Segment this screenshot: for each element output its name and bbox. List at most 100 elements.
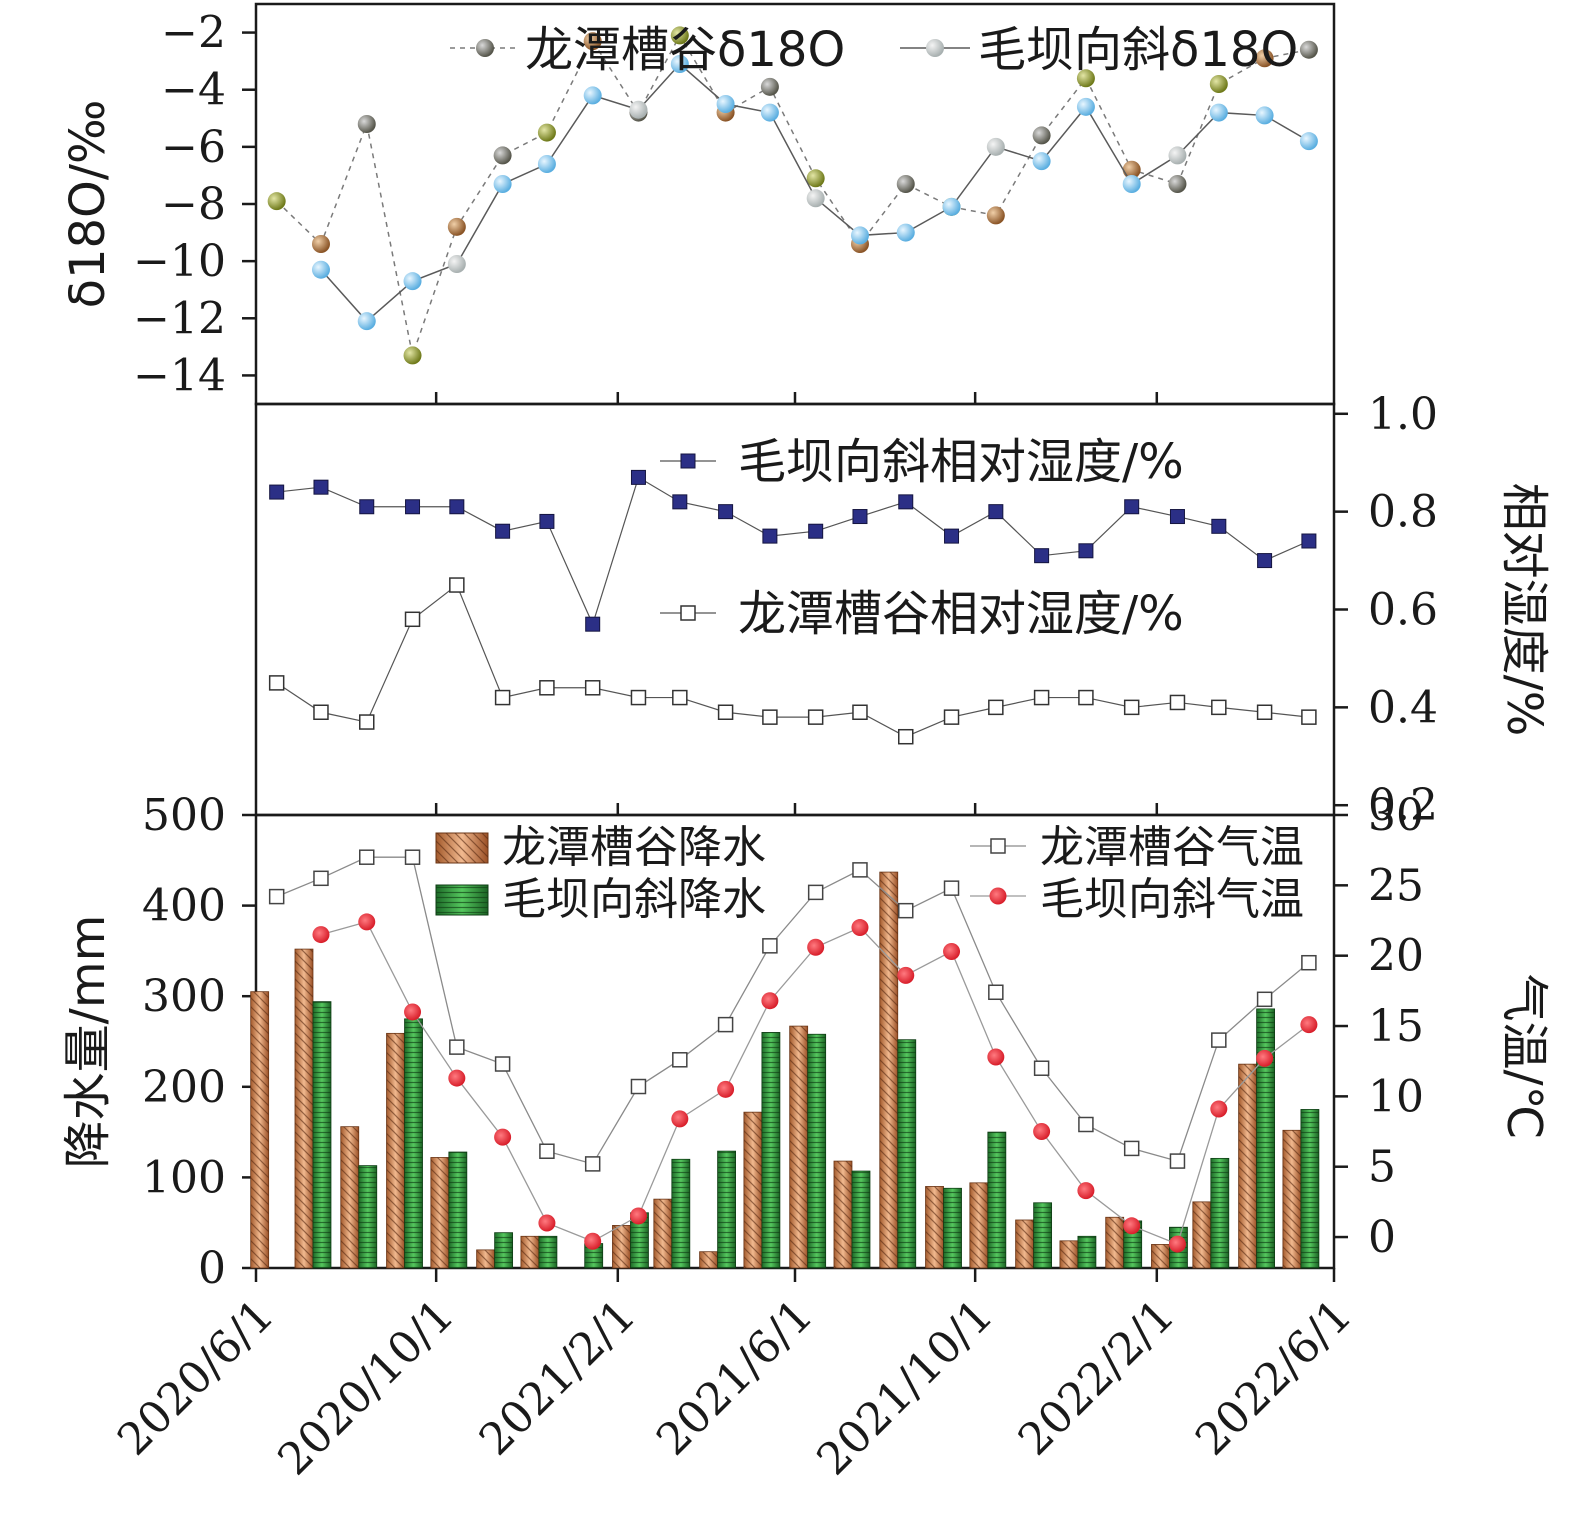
lt-humidity-point (1078, 689, 1094, 706)
mb-temp-point (897, 966, 915, 984)
y-tick-label-top: −8 (161, 179, 226, 230)
y2-tick-label-bot: 0 (1368, 1212, 1396, 1263)
mb-d18o-point (850, 226, 869, 245)
lt-precip-bar-hatch (1192, 1201, 1211, 1268)
lt-temp-point (943, 880, 960, 896)
mb-d18o-point (1168, 146, 1187, 165)
lt-temp-point (268, 888, 285, 905)
lt-precip-bar-hatch (969, 1182, 988, 1268)
lt-precip-bar-hatch (1015, 1219, 1034, 1268)
lt-humidity-point (672, 689, 688, 706)
mb-humidity-point (1257, 553, 1273, 569)
lt-humidity-point (404, 611, 421, 628)
y-axis-title-mid: 相对湿度/% (1496, 483, 1552, 737)
lt-precip-bar-hatch (653, 1199, 672, 1268)
lt-temp-point (807, 884, 824, 901)
mb-humidity-point (1078, 543, 1094, 559)
mb-precip-bar-hatch (851, 1171, 870, 1268)
lt-humidity-point (313, 704, 329, 720)
lt-precip-bar-hatch (879, 872, 898, 1268)
lt-precip-bar-hatch (294, 949, 313, 1268)
x-tick-label: 2021/2/1 (470, 1290, 646, 1466)
legend-label-mb-d18o: 毛坝向斜δ18O (978, 22, 1298, 78)
lt-humidity-point (1123, 699, 1140, 716)
mb-humidity-point (808, 523, 824, 539)
mb-temp-point (629, 1207, 647, 1225)
mb-humidity-point (762, 528, 778, 544)
mb-temp-point (671, 1110, 689, 1128)
mb-humidity-point (359, 499, 375, 515)
mb-d18o-point (1122, 175, 1141, 193)
lt-humidity-point (268, 675, 285, 691)
mb-precip-bar-hatch (630, 1212, 649, 1268)
x-tick-label: 2020/10/1 (268, 1290, 464, 1486)
mb-humidity-point (944, 528, 960, 544)
y2-tick-label-bot: 25 (1368, 860, 1424, 911)
mb-precip-bar-hatch (1033, 1202, 1052, 1268)
mb-humidity-point (269, 484, 285, 500)
y-tick-label-bot: 200 (142, 1062, 226, 1113)
y-tick-label-mid: 0.8 (1368, 487, 1438, 538)
lt-precip-bar-hatch (250, 991, 269, 1268)
lt-temp-point (404, 849, 421, 865)
lt-d18o-point (1032, 126, 1051, 145)
mb-d18o-point (357, 312, 376, 331)
mb-humidity-point (405, 499, 421, 515)
mb-humidity-point (449, 499, 465, 515)
mb-precip-bar-hatch (312, 1001, 331, 1268)
mb-humidity-point (1301, 533, 1317, 549)
mb-temp-point (943, 942, 961, 960)
lt-d18o-point (267, 192, 286, 211)
y-tick-label-bot: 100 (142, 1152, 226, 1203)
mb-d18o-point (629, 100, 648, 119)
mb-precip-bar-hatch (404, 1018, 423, 1268)
lt-d18o-point (986, 206, 1005, 225)
y2-tick-label-bot: 30 (1368, 790, 1424, 841)
lt-precip-bar-hatch (520, 1236, 539, 1268)
lt-d18o-point (896, 175, 915, 193)
lt-d18o-point (583, 32, 602, 51)
lt-temp-point (1123, 1140, 1140, 1157)
lt-d18o-point (493, 146, 512, 165)
precip-temp-panel: 0 100 200 300 400 500 0 5 10 15 20 25 30 降水量/mm 气温/℃ 龙潭… (60, 790, 1552, 1294)
lt-d18o-point (1168, 175, 1187, 193)
x-tick-label: 2021/6/1 (647, 1290, 823, 1466)
lt-humidity-point (1211, 699, 1227, 716)
legend-marker-lt-temp (990, 838, 1006, 854)
y2-tick-label-bot: 5 (1368, 1142, 1396, 1193)
mb-temp-point (807, 938, 825, 956)
lt-temp-point (1169, 1153, 1186, 1169)
lt-temp-point (313, 870, 329, 887)
lt-temp-point (1078, 1116, 1094, 1133)
lt-temp-point (717, 1016, 734, 1033)
lt-d18o-point (1299, 40, 1318, 59)
mb-precip-bar-hatch (717, 1151, 736, 1268)
mb-precip-bar-hatch (987, 1132, 1006, 1268)
y-tick-label-bot: 300 (142, 971, 226, 1022)
mb-temp-point (404, 1003, 422, 1021)
lt-humidity-point (988, 699, 1004, 716)
lt-d18o-point (1209, 75, 1228, 93)
lt-d18o-point (311, 235, 330, 253)
mb-humidity-point (718, 504, 734, 520)
lt-humidity-point (762, 709, 778, 725)
mb-precip-bar-hatch (1256, 1008, 1275, 1268)
mb-d18o-point (986, 137, 1005, 156)
lt-humidity-point (717, 704, 734, 720)
lt-humidity-point (539, 680, 555, 696)
lt-humidity-point (630, 689, 647, 706)
lt-d18o-point (1255, 49, 1274, 68)
lt-precip-bar-hatch (1059, 1240, 1078, 1268)
mb-temp-point (761, 992, 779, 1010)
lt-precip-bar-hatch (925, 1186, 944, 1268)
mb-temp-point (584, 1232, 602, 1250)
y-tick-label-top: −4 (161, 65, 226, 116)
lt-d18o-point (670, 26, 689, 45)
lt-temp-point (898, 902, 914, 919)
y-axis-title-top: δ18O/‰ (60, 100, 116, 309)
lt-precip-bar-hatch (1151, 1244, 1170, 1268)
mb-temp-point (851, 919, 869, 937)
legend-marker-lt-hum (680, 605, 696, 621)
lt-d18o-line (276, 33, 1310, 359)
lt-temp-point (672, 1052, 688, 1068)
